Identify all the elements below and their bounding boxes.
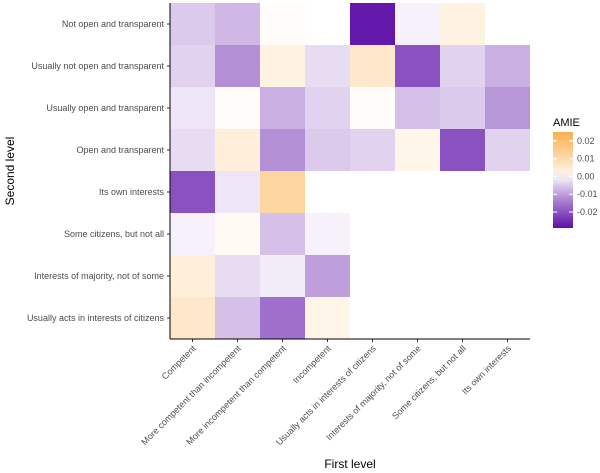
- x-tick-label: Some citizens, but not all: [390, 343, 468, 421]
- x-tick-label: More competent than incompetent: [139, 343, 243, 447]
- heatmap-cell: [215, 45, 260, 87]
- heatmap-cell: [260, 171, 305, 213]
- y-tick-label: Not open and transparent: [62, 19, 165, 29]
- legend-tick-label: -0.01: [577, 189, 598, 199]
- heatmap-cell: [395, 3, 440, 45]
- x-axis-title: First level: [324, 457, 375, 471]
- heatmap-cell: [260, 129, 305, 171]
- heatmap-cell: [305, 129, 350, 171]
- heatmap-cell: [350, 45, 395, 87]
- heatmap-cell: [440, 129, 485, 171]
- heatmap-cell: [350, 129, 395, 171]
- heatmap-cell: [440, 45, 485, 87]
- x-tick-label: Interests of majority, not of some: [324, 343, 423, 442]
- legend-tick-label: -0.02: [577, 207, 598, 217]
- heatmap-cell: [215, 129, 260, 171]
- y-tick-label: Some citizens, but not all: [64, 229, 164, 239]
- y-tick-label: Usually acts in interests of citizens: [27, 313, 165, 323]
- y-tick-label: Its own interests: [99, 187, 165, 197]
- heatmap-cell: [215, 213, 260, 255]
- x-tick-label: More incompetent than competent: [184, 343, 288, 447]
- y-axis: Not open and transparent Usually not open…: [27, 19, 170, 323]
- heatmap-cell: [170, 297, 215, 339]
- legend: AMIE 0.02 0.01 0.00 -0.01 -0.02: [553, 117, 598, 228]
- heatmap-cell: [170, 213, 215, 255]
- legend-title: AMIE: [553, 117, 580, 129]
- y-tick-label: Interests of majority, not of some: [34, 271, 164, 281]
- heatmap-cell: [440, 3, 485, 45]
- heatmap-cell: [350, 87, 395, 129]
- heatmap-cell: [305, 213, 350, 255]
- heatmap-cell: [305, 45, 350, 87]
- heatmap-cell: [485, 87, 530, 129]
- heatmap-cell: [305, 255, 350, 297]
- heatmap-cell: [485, 129, 530, 171]
- y-axis-title: Second level: [3, 137, 17, 206]
- x-tick-label: Usually acts in interests of citizens: [274, 343, 378, 447]
- heatmap-cell: [395, 45, 440, 87]
- heatmap-cell: [260, 87, 305, 129]
- legend-tick-label: 0.00: [577, 171, 595, 181]
- heatmap-cell: [260, 45, 305, 87]
- heatmap-cell: [170, 129, 215, 171]
- legend-tick-label: 0.02: [577, 136, 595, 146]
- heatmap-cell: [440, 87, 485, 129]
- x-tick-label: Incompetent: [291, 343, 333, 385]
- heatmap-cell: [260, 213, 305, 255]
- heatmap-cell: [170, 87, 215, 129]
- heatmap-cell: [395, 129, 440, 171]
- heatmap-cell: [215, 171, 260, 213]
- legend-colorbar: [553, 132, 573, 228]
- heatmap-cell: [215, 255, 260, 297]
- heatmap-cell: [260, 297, 305, 339]
- legend-tick-label: 0.01: [577, 154, 595, 164]
- heatmap-cell: [260, 255, 305, 297]
- x-tick-label: Its own interests: [460, 343, 513, 396]
- heatmap-cell: [305, 3, 350, 45]
- heatmap-cell: [170, 255, 215, 297]
- heatmap-cell: [215, 87, 260, 129]
- heatmap-cell: [170, 171, 215, 213]
- heatmap-cell: [170, 3, 215, 45]
- heatmap-cell: [485, 45, 530, 87]
- heatmap-cell: [305, 297, 350, 339]
- y-tick-label: Usually open and transparent: [46, 103, 164, 113]
- heatmap-cell: [395, 87, 440, 129]
- heatmap-cell: [215, 3, 260, 45]
- heatmap-cell: [350, 3, 395, 45]
- y-tick-label: Open and transparent: [76, 145, 164, 155]
- x-tick-label: Competent: [160, 343, 199, 382]
- heatmap-cell: [170, 45, 215, 87]
- heatmap-cells: [170, 3, 530, 339]
- heatmap-cell: [305, 87, 350, 129]
- heatmap-cell: [215, 297, 260, 339]
- y-tick-label: Usually not open and transparent: [31, 61, 164, 71]
- heatmap-cell: [260, 3, 305, 45]
